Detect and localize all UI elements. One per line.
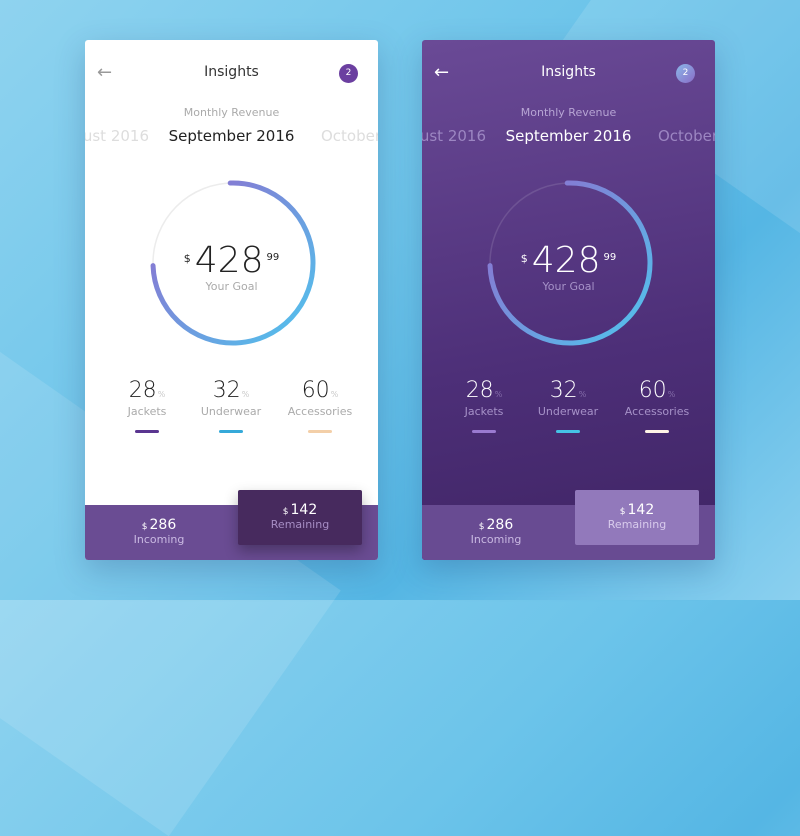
section-subtitle: Monthly Revenue	[520, 106, 617, 119]
remaining-button[interactable]: $142 Remaining	[238, 490, 362, 545]
current-month: September 2016	[168, 127, 295, 145]
goal-progress-ring	[150, 180, 316, 346]
page-title: Insights	[541, 64, 596, 80]
progress-arc	[487, 180, 653, 346]
previous-month[interactable]: ust 2016	[85, 127, 149, 145]
goal-label: Your Goal	[542, 280, 595, 293]
goal-progress-ring	[487, 180, 653, 346]
stat-jackets[interactable]: 28% Jackets	[439, 378, 529, 433]
notification-badge[interactable]: 2	[339, 64, 358, 83]
month-selector[interactable]: ust 2016 September 2016 October	[422, 127, 715, 149]
stat-underwear[interactable]: 32% Underwear	[186, 378, 276, 433]
goal-label: Your Goal	[205, 280, 258, 293]
goal-amount: $428 99	[183, 240, 280, 281]
stat-color-bar	[645, 430, 669, 433]
section-subtitle: Monthly Revenue	[183, 106, 280, 119]
stat-color-bar	[219, 430, 243, 433]
stat-accessories[interactable]: 60% Accessories	[612, 378, 702, 433]
incoming-summary[interactable]: $286 Incoming	[133, 517, 185, 546]
stat-color-bar	[472, 430, 496, 433]
next-month[interactable]: October	[658, 127, 715, 145]
next-month[interactable]: October	[321, 127, 378, 145]
stat-color-bar	[308, 430, 332, 433]
progress-arc	[150, 180, 316, 346]
page-title: Insights	[204, 64, 259, 80]
current-month: September 2016	[505, 127, 632, 145]
stat-color-bar	[556, 430, 580, 433]
notification-badge[interactable]: 2	[676, 64, 695, 83]
incoming-summary[interactable]: $286 Incoming	[470, 517, 522, 546]
stat-color-bar	[135, 430, 159, 433]
stat-accessories[interactable]: 60% Accessories	[275, 378, 365, 433]
stat-underwear[interactable]: 32% Underwear	[523, 378, 613, 433]
insights-screen: ← Insights 2 Monthly Revenue ust 2016 Se…	[422, 40, 715, 560]
back-arrow-icon[interactable]: ←	[97, 62, 113, 83]
stat-jackets[interactable]: 28% Jackets	[102, 378, 192, 433]
previous-month[interactable]: ust 2016	[422, 127, 486, 145]
month-selector[interactable]: ust 2016 September 2016 October	[85, 127, 378, 149]
back-arrow-icon[interactable]: ←	[434, 62, 450, 83]
insights-screen: ← Insights 2 Monthly Revenue ust 2016 Se…	[85, 40, 378, 560]
remaining-button[interactable]: $142 Remaining	[575, 490, 699, 545]
goal-amount: $428 99	[520, 240, 617, 281]
